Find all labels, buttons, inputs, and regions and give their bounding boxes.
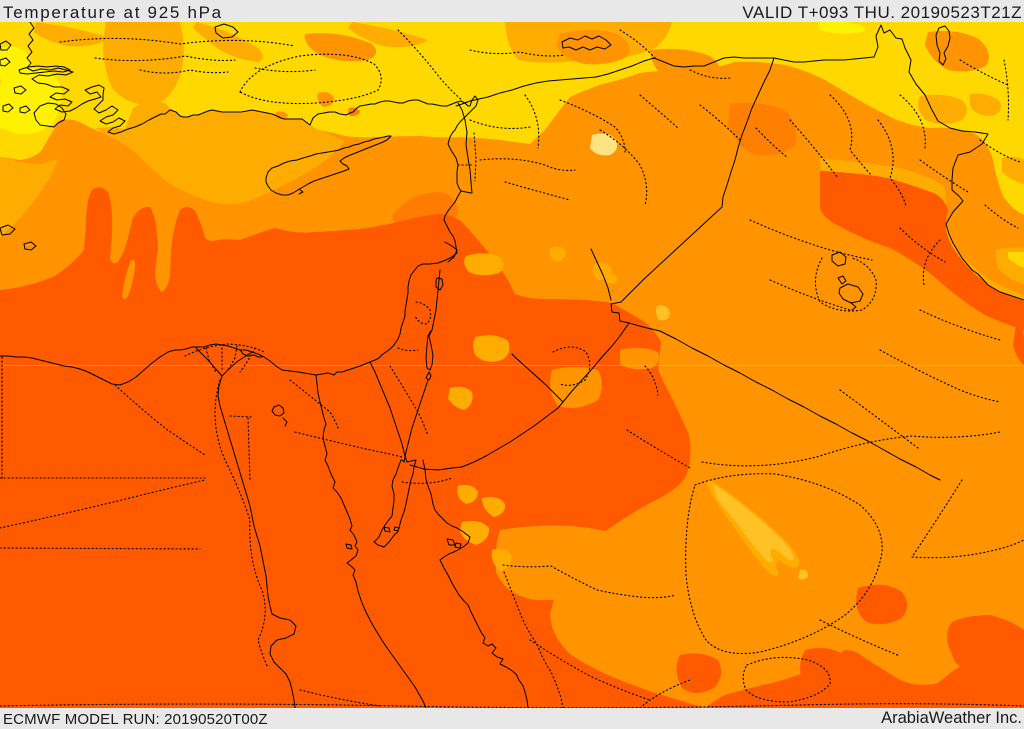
svg-text:ECMWF MODEL RUN: 20190520T00Z: ECMWF MODEL RUN: 20190520T00Z <box>3 711 268 728</box>
svg-text:VALID T+093 THU. 20190523T21Z: VALID T+093 THU. 20190523T21Z <box>742 3 1022 22</box>
svg-text:ArabiaWeather Inc.: ArabiaWeather Inc. <box>881 709 1022 727</box>
svg-text:Temperature at 925 hPa: Temperature at 925 hPa <box>3 3 223 22</box>
